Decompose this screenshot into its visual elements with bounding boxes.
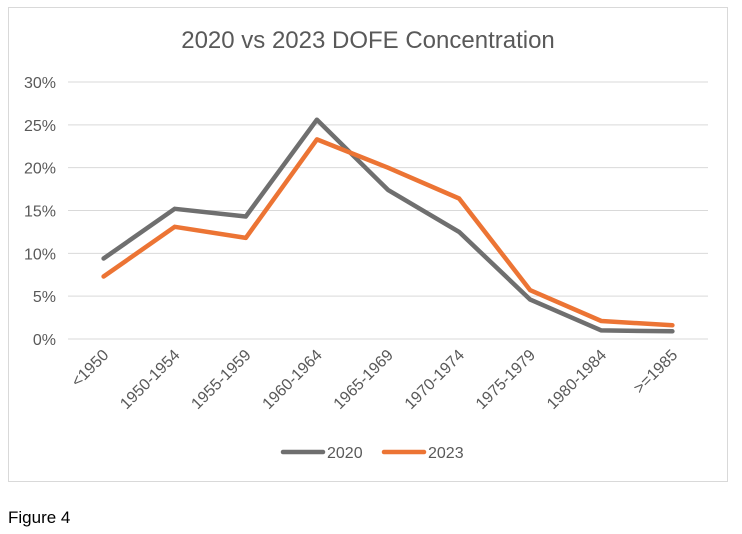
x-axis-tick-labels: <1950 1950-1954 1955-1959 1960-1964 1965-196… bbox=[69, 347, 682, 413]
x-tick-label: <1950 bbox=[69, 347, 113, 391]
y-tick-label: 10% bbox=[24, 246, 56, 263]
x-tick-label: 1965-1969 bbox=[331, 347, 397, 413]
series-lines bbox=[101, 117, 675, 334]
x-tick-label: 1970-1974 bbox=[402, 347, 468, 413]
y-axis-tick-labels: 0% 5% 10% 15% 20% 25% 30% bbox=[24, 75, 56, 349]
x-tick-label: 1980-1984 bbox=[544, 347, 610, 413]
gridlines bbox=[68, 81, 708, 340]
x-tick-label: >=1985 bbox=[631, 347, 681, 397]
x-tick-label: 1960-1964 bbox=[260, 347, 326, 413]
chart-title: 2020 vs 2023 DOFE Concentration bbox=[181, 27, 555, 54]
y-tick-label: 0% bbox=[33, 332, 56, 349]
y-tick-label: 15% bbox=[24, 204, 56, 221]
series-line-2020 bbox=[101, 117, 675, 334]
y-tick-label: 20% bbox=[24, 161, 56, 178]
figure-caption: Figure 4 bbox=[8, 508, 71, 527]
x-tick-label: 1975-1979 bbox=[473, 347, 539, 413]
chart-frame bbox=[8, 7, 728, 482]
x-tick-label: 1950-1954 bbox=[117, 347, 183, 413]
y-tick-label: 30% bbox=[24, 75, 56, 92]
legend-label-2023: 2023 bbox=[428, 445, 464, 462]
series-line-2023 bbox=[101, 137, 675, 328]
x-tick-label: 1955-1959 bbox=[188, 347, 254, 413]
y-tick-label: 5% bbox=[33, 289, 56, 306]
y-tick-label: 25% bbox=[24, 118, 56, 135]
legend-label-2020: 2020 bbox=[327, 445, 363, 462]
legend: 2020 2023 bbox=[280, 445, 464, 462]
